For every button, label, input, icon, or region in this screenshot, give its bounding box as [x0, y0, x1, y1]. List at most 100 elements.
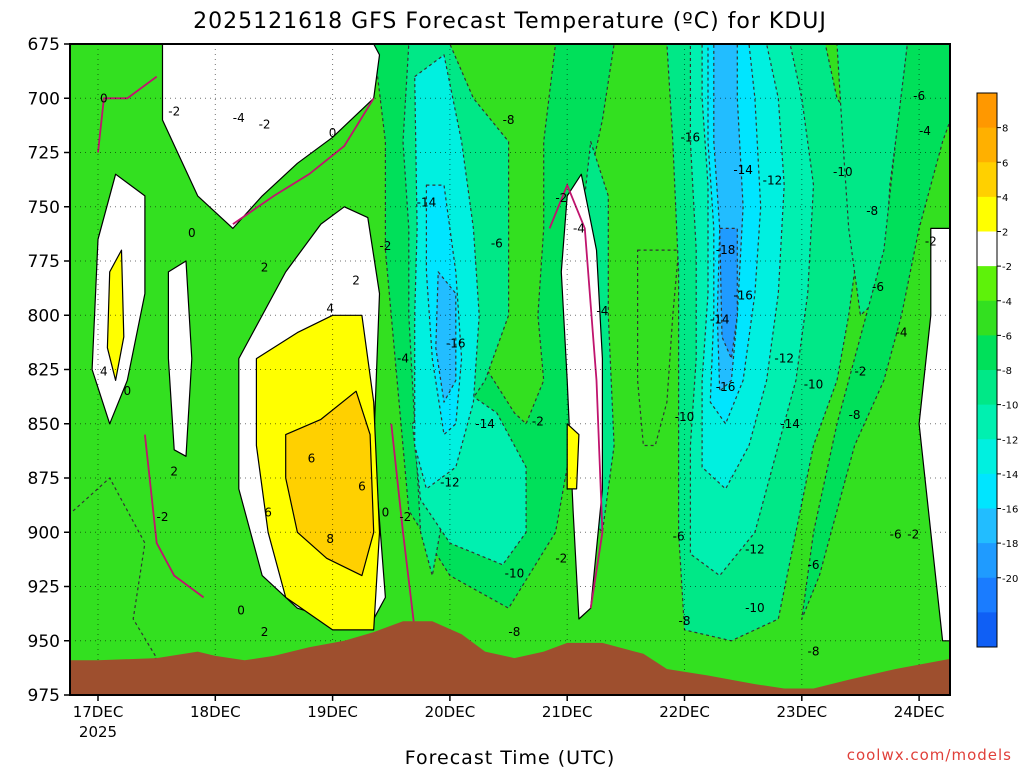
- contour-label: 2: [261, 261, 269, 275]
- colorbar-swatch: [977, 300, 997, 336]
- colorbar-tick-label: 4: [1002, 193, 1008, 204]
- colorbar-swatch: [977, 543, 997, 579]
- contour-label: -4: [573, 221, 585, 235]
- colorbar-swatch: [977, 196, 997, 232]
- contour-label: 2: [170, 464, 178, 478]
- contour-label: -2: [259, 117, 271, 131]
- contour-label: -14: [417, 195, 437, 209]
- colorbar-tick-label: -10: [1002, 401, 1018, 412]
- contour-label: -14: [475, 417, 495, 431]
- colorbar-swatch: [977, 439, 997, 475]
- x-axis-label: Forecast Time (UTC): [405, 747, 615, 768]
- y-tick-label: 950: [28, 632, 60, 652]
- temperature-region: [70, 44, 381, 229]
- contour-label: 4: [100, 365, 108, 379]
- contour-label: 6: [358, 480, 366, 494]
- temperature-region: [954, 44, 978, 131]
- colorbar-tick-label: 6: [1002, 158, 1008, 169]
- contour-label: -6: [872, 280, 884, 294]
- colorbar-tick-label: -4: [1002, 297, 1012, 308]
- x-tick-label: 21DEC: [542, 703, 593, 721]
- y-tick-label: 900: [28, 523, 60, 543]
- contour-label: 2: [352, 274, 360, 288]
- colorbar-swatch: [977, 335, 997, 371]
- contour-label: -4: [896, 326, 908, 340]
- contour-label: 2: [261, 625, 269, 639]
- y-tick-label: 925: [28, 578, 60, 598]
- y-tick-label: 700: [28, 89, 60, 109]
- contour-label: -6: [808, 558, 820, 572]
- contour-label: -16: [681, 130, 701, 144]
- x-tick-label: 17DEC: [73, 703, 124, 721]
- colorbar-tick-label: -8: [1002, 366, 1012, 377]
- x-tick-sublabel: 2025: [79, 723, 117, 741]
- freezing-contour: [232, 97, 375, 225]
- contour-label: 4: [326, 302, 334, 316]
- contour-label: -4: [919, 124, 931, 138]
- colorbar-swatch: [977, 93, 997, 129]
- x-tick-label: 23DEC: [777, 703, 828, 721]
- y-tick-label: 675: [28, 35, 60, 55]
- freezing-contour: [390, 423, 416, 631]
- colorbar-tick-label: -16: [1002, 505, 1018, 516]
- contour-label: -8: [508, 625, 520, 639]
- contour-label: -16: [446, 336, 466, 350]
- y-tick-label: 850: [28, 415, 60, 435]
- x-tick-label: 24DEC: [894, 703, 945, 721]
- y-tick-label: 800: [28, 306, 60, 326]
- colorbar-tick-label: -2: [1002, 262, 1012, 273]
- contour-label: -6: [913, 89, 925, 103]
- contour-label: -8: [808, 645, 820, 659]
- contour-label: -4: [596, 304, 608, 318]
- colorbar-swatch: [977, 508, 997, 544]
- contour-label: -14: [780, 417, 800, 431]
- chart-title: 2025121618 GFS Forecast Temperature (ºC)…: [193, 9, 827, 34]
- colorbar-tick-label: -12: [1002, 435, 1018, 446]
- credit-text: coolwx.com/models: [847, 746, 1012, 764]
- colorbar-swatch: [977, 404, 997, 440]
- temperature-region: [836, 44, 909, 316]
- contour-label: 6: [264, 506, 272, 520]
- colorbar-swatch: [977, 473, 997, 509]
- contour-label: -12: [440, 475, 460, 489]
- y-tick-label: 875: [28, 469, 60, 489]
- contour-label: -6: [890, 527, 902, 541]
- contour-label: -10: [675, 410, 695, 424]
- colorbar-tick-label: -6: [1002, 331, 1012, 342]
- contour-label: -10: [745, 601, 765, 615]
- contour-label: -2: [532, 415, 544, 429]
- contour-label: -2: [555, 551, 567, 565]
- contour-label: -16: [733, 289, 753, 303]
- y-tick-label: 725: [28, 144, 60, 164]
- contour-label: -2: [157, 510, 169, 524]
- colorbar-swatch: [977, 612, 997, 648]
- temperature-region: [918, 227, 950, 642]
- contour-label: 0: [188, 226, 196, 240]
- y-tick-label: 750: [28, 198, 60, 218]
- contour-label: 0: [329, 126, 337, 140]
- y-tick-label: 975: [28, 686, 60, 706]
- colorbar-swatch: [977, 577, 997, 613]
- contour-label: -14: [733, 163, 753, 177]
- contour-label: -14: [710, 313, 730, 327]
- contour-label: -12: [774, 352, 794, 366]
- colorbar-tick-label: -20: [1002, 574, 1018, 585]
- contour-label: -12: [763, 174, 783, 188]
- contour-label: -4: [397, 352, 409, 366]
- colorbar-tick-label: 8: [1002, 124, 1008, 135]
- contour-label: 6: [308, 451, 316, 465]
- contour-label: -18: [716, 243, 736, 257]
- colorbar-swatch: [977, 127, 997, 163]
- contour-label: -10: [505, 566, 525, 580]
- contour-label: -6: [491, 237, 503, 251]
- contour-label: -4: [233, 111, 245, 125]
- terrain: [70, 621, 950, 695]
- contour-label: -2: [168, 104, 180, 118]
- colorbar-swatch: [977, 370, 997, 406]
- contour-label: -16: [716, 380, 736, 394]
- contour-label: -10: [804, 378, 824, 392]
- contour-label: -8: [849, 408, 861, 422]
- contour-label: -2: [379, 239, 391, 253]
- temperature-region: [566, 423, 580, 490]
